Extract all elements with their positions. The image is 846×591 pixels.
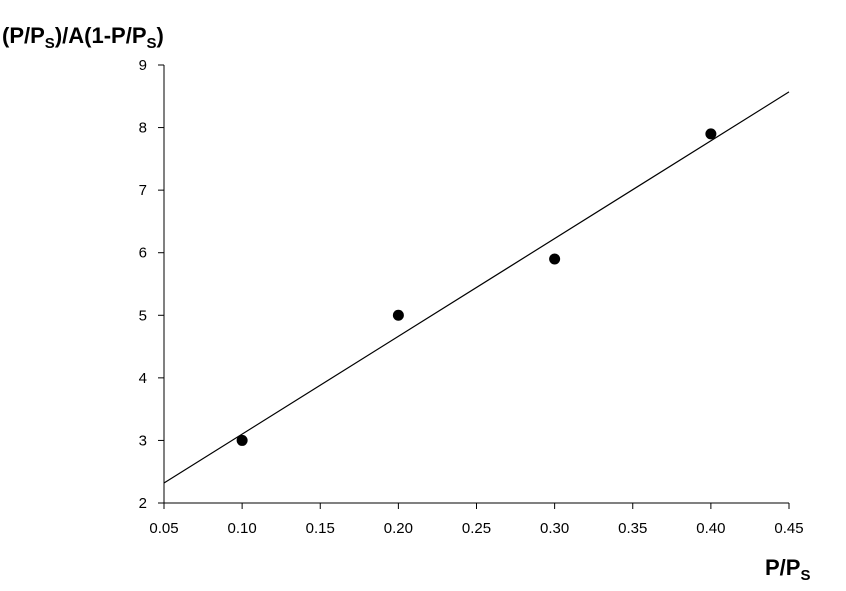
y-tick-label: 4 [139, 370, 147, 387]
x-tick-label: 0.25 [462, 520, 491, 537]
x-axis-title: P/PS [765, 555, 810, 584]
x-tick-label: 0.05 [149, 520, 178, 537]
y-tick-label: 3 [139, 432, 147, 449]
x-tick-label: 0.20 [384, 520, 413, 537]
y-tick-label: 2 [139, 495, 147, 512]
axes: 0.05 0.10 0.15 0.20 0.25 0.30 0.35 0.40 0.45 2 3 4 5… [139, 57, 804, 537]
x-tick-label: 0.30 [540, 520, 569, 537]
y-tick-label: 8 [139, 120, 147, 137]
y-axis-title: (P/PS)/A(1-P/PS) [2, 23, 164, 52]
x-tick-label: 0.10 [228, 520, 257, 537]
data-point [392, 309, 404, 321]
data-points [236, 128, 717, 446]
y-tick-label: 5 [139, 307, 147, 324]
x-tick-label: 0.15 [306, 520, 335, 537]
fit-line-group [163, 91, 790, 484]
y-tick-label: 7 [139, 182, 147, 199]
regression-line [163, 91, 790, 484]
y-tick-label: 9 [139, 57, 147, 74]
data-point [236, 434, 248, 446]
data-point [549, 253, 561, 265]
data-point [705, 128, 717, 140]
y-tick-label: 6 [139, 245, 147, 262]
x-tick-label: 0.35 [618, 520, 647, 537]
x-tick-label: 0.40 [696, 520, 725, 537]
x-tick-label: 0.45 [774, 520, 803, 537]
